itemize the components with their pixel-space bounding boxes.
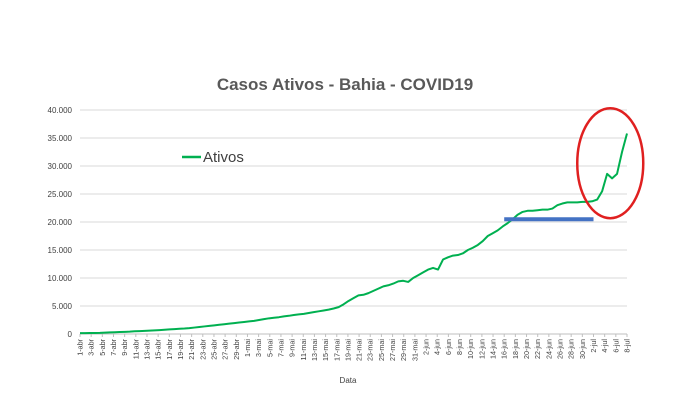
x-tick-label: 21-abr [187,338,196,359]
x-tick-label: 4-jun [433,339,442,355]
x-tick-label: 17-mai [332,339,341,361]
x-tick-label: 19-abr [176,338,185,359]
annotation-red-ellipse [576,106,645,220]
x-tick-label: 29-mai [399,339,408,361]
x-tick-label: 25-mai [377,339,386,361]
x-tick-label: 6-jul [611,339,620,353]
x-tick-label: 17-abr [165,338,174,359]
x-tick-label: 1-mai [243,339,252,357]
x-tick-label: 9-abr [120,338,129,355]
x-axis-tick-labels: 1-abr 3-abr 5-abr 7-abr 9-abr 11-abr 13-abr 15-… [76,334,632,361]
x-tick-label: 23-mai [366,339,375,361]
x-tick-label: 12-jun [477,339,486,359]
x-tick-label: 13-abr [142,338,151,359]
x-tick-label: 21-mai [355,339,364,361]
x-tick-label: 16-jun [500,339,509,359]
y-tick-label: 20.000 [48,218,73,227]
legend-label-ativos: Ativos [203,149,244,166]
x-tick-label: 22-jun [533,339,542,359]
x-tick-label: 18-jun [511,339,520,359]
x-tick-label: 24-jun [544,339,553,359]
x-tick-label: 15-mai [321,339,330,361]
x-tick-label: 13-mai [310,339,319,361]
x-tick-label: 23-abr [198,338,207,359]
x-axis-label: Data [340,376,357,385]
y-tick-label: 10.000 [48,274,73,283]
x-tick-label: 25-abr [209,338,218,359]
chart-title: Casos Ativos - Bahia - COVID19 [217,75,473,94]
y-tick-label: 25.000 [48,190,73,199]
legend: Ativos [182,149,244,166]
annotation-layer [504,106,645,222]
x-tick-label: 30-jun [578,339,587,359]
x-tick-label: 1-abr [76,338,85,355]
x-tick-label: 7-abr [109,338,118,355]
x-tick-label: 20-jun [522,339,531,359]
x-tick-label: 11-mai [299,339,308,361]
x-tick-label: 4-jul [600,339,609,353]
x-tick-label: 27-abr [221,338,230,359]
series-layer [79,133,628,335]
x-tick-label: 6-jun [444,339,453,355]
x-tick-label: 29-abr [232,338,241,359]
x-tick-label: 28-jun [567,339,576,359]
x-tick-label: 26-jun [556,339,565,359]
x-tick-label: 10-jun [466,339,475,359]
y-tick-label: 35.000 [48,134,73,143]
x-tick-label: 8-jun [455,339,464,355]
x-tick-label: 31-mai [410,339,419,361]
x-tick-label: 7-mai [276,339,285,357]
y-tick-label: 0 [68,330,73,339]
x-tick-label: 14-jun [489,339,498,359]
y-axis-tick-labels: 0 5.000 10.000 15.000 20.000 25.000 30.000 35.0… [48,106,73,339]
y-tick-label: 30.000 [48,162,73,171]
x-tick-label: 2-jul [589,339,598,353]
gridlines [80,109,627,307]
x-tick-label: 3-mai [254,339,263,357]
x-tick-label: 9-mai [288,339,297,357]
x-tick-label: 3-abr [87,338,96,355]
x-tick-label: 15-abr [154,338,163,359]
x-tick-label: 5-mai [265,339,274,357]
series-line-ativos [79,133,628,335]
x-tick-label: 19-mai [343,339,352,361]
x-tick-label: 11-abr [131,338,140,359]
x-tick-label: 5-abr [98,338,107,355]
x-tick-label: 8-jul [623,339,632,353]
y-tick-label: 5.000 [52,302,73,311]
x-tick-label: 2-jun [422,339,431,355]
y-tick-label: 40.000 [48,106,73,115]
x-tick-label: 27-mai [388,339,397,361]
y-tick-label: 15.000 [48,246,73,255]
